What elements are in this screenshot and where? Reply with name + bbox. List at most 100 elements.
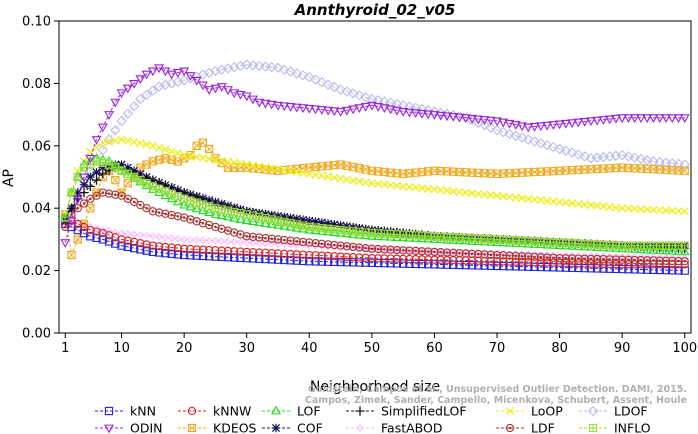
x-tick-label: 30 [238, 341, 255, 356]
data-point [492, 117, 502, 127]
data-point [323, 224, 333, 233]
data-point [486, 250, 495, 259]
data-point [410, 102, 421, 113]
data-point [417, 259, 427, 269]
data-point [172, 69, 183, 78]
data-point [329, 227, 340, 236]
data-point [442, 260, 452, 269]
data-point [517, 257, 527, 267]
data-point [241, 59, 252, 70]
data-point [79, 188, 89, 198]
data-point [149, 232, 157, 241]
data-point [561, 254, 571, 263]
data-point [72, 195, 83, 205]
data-point [105, 227, 113, 235]
data-point [542, 121, 553, 131]
data-point [535, 122, 546, 132]
data-point [486, 256, 495, 266]
data-point [341, 86, 353, 97]
data-point [348, 253, 358, 262]
data-point [210, 84, 221, 94]
data-point [355, 258, 364, 267]
data-point [449, 248, 457, 257]
data-point [223, 211, 233, 221]
data-point [391, 232, 402, 241]
data-point [655, 265, 664, 275]
data-point [454, 235, 465, 245]
data-point [467, 114, 477, 124]
data-point [266, 219, 277, 228]
data-point [674, 256, 683, 266]
data-point [111, 190, 120, 199]
data-point [216, 64, 227, 75]
data-point [367, 244, 377, 253]
data-point [311, 242, 320, 250]
data-point [455, 248, 464, 257]
data-point [161, 248, 170, 258]
data-point [316, 106, 327, 115]
data-point [549, 253, 558, 262]
data-point [680, 266, 689, 275]
data-point [474, 249, 483, 257]
data-point [104, 237, 114, 246]
data-point [430, 255, 439, 264]
data-point [416, 233, 427, 243]
data-point [180, 235, 188, 244]
data-point [147, 85, 159, 96]
data-point [511, 251, 520, 261]
data-point [92, 157, 101, 166]
data-point [366, 93, 378, 105]
data-point [128, 101, 140, 112]
data-point [399, 259, 408, 268]
x-tick-label: 20 [176, 341, 193, 356]
data-point [429, 111, 440, 120]
data-point [649, 265, 658, 274]
data-point [248, 216, 258, 226]
data-point [667, 114, 678, 124]
data-point [398, 232, 409, 242]
data-point [511, 257, 520, 266]
data-point [85, 154, 96, 164]
legend-label: ODIN [130, 421, 163, 434]
data-point [129, 243, 139, 253]
data-point [636, 265, 646, 274]
data-point [198, 245, 208, 254]
data-point [117, 241, 126, 250]
data-point [492, 237, 502, 246]
data-point [361, 243, 370, 253]
data-point [348, 258, 358, 267]
data-point [291, 68, 302, 79]
data-point [298, 223, 308, 233]
data-point [649, 205, 658, 214]
legend-marker [187, 423, 197, 433]
data-point [585, 117, 596, 127]
data-point [642, 114, 653, 124]
y-tick-label: 0.04 [22, 202, 51, 217]
data-point [122, 84, 133, 94]
data-point [499, 257, 508, 266]
data-point [648, 114, 659, 124]
data-point [680, 207, 689, 216]
data-point [624, 255, 633, 264]
data-point [492, 250, 502, 260]
series-line [64, 64, 685, 221]
data-point [499, 261, 508, 271]
data-point [460, 114, 471, 124]
data-point [392, 259, 402, 268]
data-point [542, 239, 553, 249]
data-point [368, 244, 376, 253]
x-tick-label: 50 [364, 341, 381, 356]
data-point [279, 64, 290, 75]
data-point [380, 258, 389, 268]
data-point [217, 246, 226, 255]
data-point [354, 229, 365, 239]
data-point [98, 163, 108, 172]
data-point [536, 258, 545, 267]
data-point [560, 240, 571, 250]
data-point [230, 247, 239, 256]
data-point [385, 97, 396, 108]
data-point [610, 114, 621, 124]
data-point [297, 70, 309, 81]
data-point [611, 264, 621, 274]
